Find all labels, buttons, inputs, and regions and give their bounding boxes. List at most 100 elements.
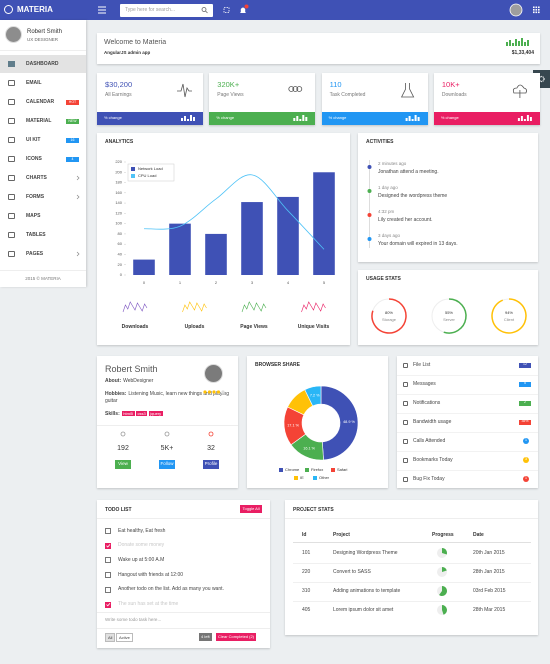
menu-item[interactable]: DASHBOARD (26, 61, 59, 67)
stat-value: 320K+ (217, 80, 240, 89)
link-icon (403, 419, 408, 425)
link-badge: 3 (523, 457, 529, 463)
divider (397, 393, 538, 395)
divider (293, 542, 531, 543)
todo-checkbox[interactable] (105, 557, 111, 564)
filter-button[interactable]: Active (116, 633, 133, 642)
stat-value: $30,200 (105, 80, 133, 89)
menu-icon (8, 213, 15, 219)
todo-text: Wake up at 5:00 A.M (118, 556, 165, 563)
divider (97, 628, 270, 629)
menu-item[interactable]: TABLES (26, 232, 46, 238)
analytics-link[interactable]: Downloads (121, 324, 149, 330)
analytics-link[interactable]: Uploads (184, 324, 205, 330)
todo-text: Eat healthy, Eat fresh (118, 527, 166, 534)
menu-item[interactable]: PAGES (26, 251, 44, 257)
link-badge: 1 (523, 476, 529, 482)
activity-text: Your domain will expired in 13 days. (378, 241, 458, 247)
link-label[interactable]: Calls Attended (413, 437, 446, 444)
profile-about: About: WebDesigner (105, 379, 205, 384)
card (97, 133, 350, 345)
menu-icon (8, 232, 15, 238)
project-date: 28th Jan 2015 (473, 568, 505, 575)
todo-checkbox[interactable] (105, 572, 111, 579)
toggle-all-button[interactable]: Toggle All (240, 505, 263, 513)
divider (285, 518, 538, 519)
filter-button[interactable]: All (105, 633, 116, 642)
column-header: Project (333, 532, 350, 538)
todo-checkbox[interactable] (105, 542, 111, 549)
clear-completed-button[interactable]: Clear Completed (2) (216, 633, 257, 641)
card-title: BROWSER SHARE (255, 362, 301, 368)
stat-value: 10K+ (441, 80, 460, 89)
menu-icon (8, 175, 15, 181)
todo-text: The sun has set at the time (118, 601, 179, 607)
menu-icon (8, 251, 15, 257)
todo-input[interactable]: Write some todo task here... (105, 617, 162, 622)
divider (397, 450, 538, 452)
card-title: USAGE STATS (366, 276, 401, 282)
profile-stat-value: 192 (117, 445, 129, 452)
search-placeholder: Type here for search... (125, 7, 176, 13)
divider (293, 600, 531, 602)
todo-checkbox[interactable] (105, 528, 111, 534)
project-id: 405 (302, 606, 311, 613)
profile-avatar (204, 364, 223, 383)
link-label[interactable]: Notifications (413, 399, 441, 406)
activity-time: 2 minutes ago (378, 161, 407, 166)
link-icon (403, 400, 408, 406)
stat-footer (321, 112, 428, 125)
link-label[interactable]: Messages (413, 380, 436, 387)
menu-icon (8, 118, 15, 124)
menu-item[interactable]: MATERIAL (26, 118, 52, 124)
link-label[interactable]: Bookmarks Today (413, 456, 453, 463)
analytics-link[interactable]: Page Views (240, 324, 268, 330)
todo-checkbox[interactable] (105, 586, 111, 593)
menu-item[interactable]: MAPS (26, 213, 41, 219)
divider (97, 518, 270, 519)
profile-stat-button[interactable]: Follow (159, 460, 175, 469)
project-date: 28th Mar 2015 (473, 606, 506, 613)
card (285, 500, 538, 635)
profile-stat-value: 32 (207, 445, 215, 452)
divider (97, 612, 270, 613)
menu-badge: NEW (66, 118, 79, 124)
stat-change: % change (328, 115, 347, 120)
stat-value: 110 (329, 80, 342, 89)
logo-icon (4, 5, 13, 14)
project-name: Adding animations to template (333, 587, 401, 594)
menu-item[interactable]: EMAIL (26, 80, 42, 86)
project-date: 20th Jan 2015 (473, 549, 505, 556)
divider (0, 50, 86, 51)
todo-checkbox[interactable] (105, 601, 111, 608)
project-id: 310 (302, 587, 311, 594)
analytics-link[interactable]: Unique Visits (297, 324, 330, 330)
divider (397, 374, 538, 376)
welcome-subtitle: AngularJS admin app (104, 50, 151, 55)
menu-item[interactable]: ICONS (26, 156, 42, 162)
stat-label: Downloads (441, 92, 467, 98)
project-id: 101 (302, 549, 311, 556)
divider (397, 469, 538, 471)
activity-text: Lily created her account. (378, 217, 433, 223)
menu-item[interactable]: CALENDAR (26, 99, 55, 105)
card-title: PROJECT STATS (293, 507, 334, 513)
link-icon (403, 362, 408, 368)
menu-item[interactable]: CHARTS (26, 175, 47, 181)
project-id: 220 (302, 568, 311, 575)
search-box[interactable] (120, 4, 213, 17)
stat-footer (97, 112, 203, 125)
link-label[interactable]: Bandwidth usage (413, 418, 452, 425)
menu-item[interactable]: FORMS (26, 194, 45, 200)
activity-time: 3 days ago (378, 233, 401, 238)
card-title: TODO LIST (105, 507, 132, 513)
divider (0, 270, 86, 271)
project-name: Convert to SASS (333, 568, 371, 575)
menu-item[interactable]: UI KIT (26, 137, 41, 143)
profile-stat-button[interactable]: View (115, 460, 131, 469)
link-label[interactable]: Bug Fix Today (413, 475, 445, 482)
profile-stat-button[interactable]: Profile (203, 460, 219, 469)
menu-badge: HOT (66, 99, 79, 105)
link-label[interactable]: File List (413, 361, 431, 368)
